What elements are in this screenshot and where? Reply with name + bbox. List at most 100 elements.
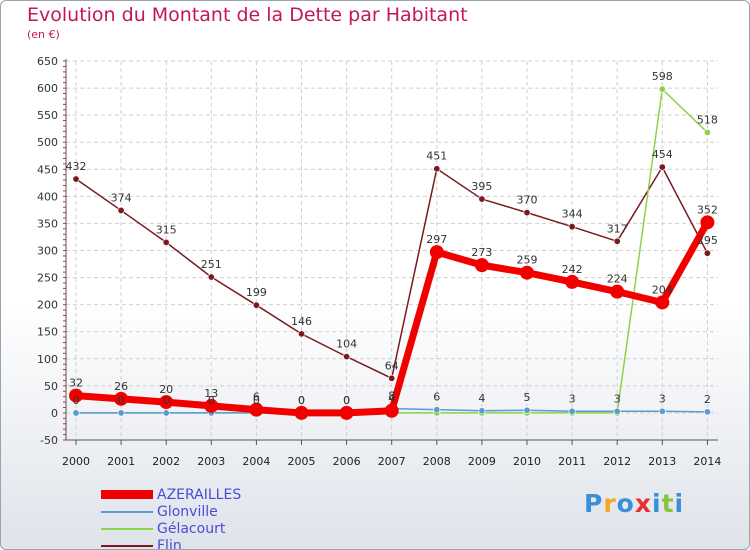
x-tick-label: 2011 — [558, 455, 586, 468]
data-label-flin: 104 — [336, 338, 357, 351]
data-label-azerailles: 20 — [159, 383, 173, 396]
data-label-azerailles: 0 — [343, 394, 350, 407]
y-tick-label: 300 — [37, 245, 58, 258]
logo-letter: P — [584, 489, 604, 518]
data-label-azerailles: 224 — [607, 273, 628, 286]
logo-letter: i — [652, 489, 662, 518]
data-point-flin — [388, 374, 396, 382]
y-tick-label: 250 — [37, 272, 58, 285]
x-tick-label: 2003 — [197, 455, 225, 468]
data-point-glonville — [613, 407, 621, 415]
data-label-azerailles: 204 — [652, 283, 673, 296]
data-point-azerailles — [655, 295, 670, 310]
data-label-azerailles: 13 — [204, 387, 218, 400]
data-label-glonville: 3 — [614, 392, 621, 405]
data-point-flin — [568, 223, 576, 231]
data-label-glonville: 4 — [478, 392, 485, 405]
data-point-flin — [523, 209, 531, 217]
data-point-glonville — [568, 407, 576, 415]
data-label-glonville: 2 — [704, 393, 711, 406]
legend-swatch-azerailles — [101, 490, 153, 499]
data-label-glonville: 0 — [298, 394, 305, 407]
y-tick-label: 150 — [37, 326, 58, 339]
legend-swatch-flin — [101, 544, 153, 547]
data-label-flin: 451 — [426, 150, 447, 163]
x-tick-label: 2000 — [62, 455, 90, 468]
y-tick-label: 0 — [51, 407, 58, 420]
data-point-azerailles — [69, 388, 83, 403]
y-tick-label: 550 — [37, 109, 58, 122]
data-label-glonville: 0 — [73, 394, 80, 407]
data-point-flin — [207, 273, 215, 281]
data-label-glonville: 0 — [118, 394, 125, 407]
data-point-flin — [658, 163, 666, 171]
data-point-azerailles — [384, 403, 399, 418]
y-tick-label: 350 — [37, 217, 58, 230]
data-label-azerailles: 6 — [253, 391, 260, 404]
data-point-flin — [117, 206, 125, 214]
data-label-gelacourt: 598 — [652, 70, 673, 83]
logo-letter: x — [634, 489, 652, 518]
series-layer — [69, 85, 715, 420]
data-label-flin: 374 — [111, 191, 132, 204]
data-point-azerailles — [520, 265, 534, 280]
data-point-flin — [72, 175, 80, 183]
data-label-flin: 199 — [246, 286, 267, 299]
legend-label-azerailles: AZERAILLES — [157, 486, 242, 503]
data-label-flin: 295 — [697, 234, 718, 247]
data-label-azerailles: 0 — [298, 394, 305, 407]
x-tick-label: 2006 — [333, 455, 361, 468]
legend-item-glonville: Glonville — [101, 503, 241, 520]
data-point-glonville — [703, 408, 711, 416]
legend: AZERAILLES Glonville Gélacourt Flin — [101, 486, 242, 550]
data-label-azerailles: 4 — [388, 392, 395, 405]
y-tick-label: 500 — [37, 136, 58, 149]
legend-swatch-glonville — [101, 510, 153, 513]
proxiti-logo: Proxiti — [584, 489, 684, 518]
chart-title: Evolution du Montant de la Dette par Hab… — [27, 4, 468, 26]
data-point-azerailles — [114, 391, 129, 406]
x-tick-label: 2009 — [468, 455, 496, 468]
y-tick-label: 50 — [44, 380, 58, 393]
data-label-azerailles: 26 — [114, 380, 128, 393]
data-label-flin: 315 — [156, 223, 177, 236]
x-tick-label: 2004 — [242, 455, 270, 468]
data-point-glonville — [433, 406, 441, 414]
y-tick-label: 100 — [37, 353, 58, 366]
data-point-flin — [252, 301, 260, 309]
x-tick-label: 2014 — [693, 455, 721, 468]
data-label-glonville: 0 — [163, 394, 170, 407]
data-label-azerailles: 297 — [426, 233, 447, 246]
x-tick-label: 2002 — [152, 455, 180, 468]
data-label-gelacourt: 518 — [697, 113, 718, 126]
data-point-flin — [297, 330, 305, 338]
x-tick-label: 2007 — [378, 455, 406, 468]
data-label-glonville: 0 — [253, 394, 260, 407]
data-label-flin: 317 — [607, 222, 628, 235]
data-point-glonville — [658, 407, 666, 415]
data-point-azerailles — [429, 245, 444, 260]
data-point-azerailles — [474, 258, 489, 273]
legend-label-flin: Flin — [157, 537, 182, 550]
data-point-gelacourt — [703, 128, 711, 136]
data-label-glonville: 6 — [433, 391, 440, 404]
data-label-glonville: 3 — [659, 392, 666, 405]
data-label-azerailles: 259 — [517, 254, 538, 267]
data-point-flin — [433, 165, 441, 173]
data-point-azerailles — [204, 398, 219, 413]
grid — [66, 60, 718, 441]
legend-label-glonville: Glonville — [157, 503, 218, 520]
data-point-flin — [478, 195, 486, 203]
data-label-flin: 432 — [66, 160, 87, 173]
data-point-glonville — [523, 406, 531, 414]
data-label-azerailles: 242 — [562, 263, 583, 276]
data-labels: 4323743152511991461046445139537034431745… — [66, 70, 718, 407]
x-tick-label: 2001 — [107, 455, 135, 468]
data-label-flin: 64 — [385, 359, 399, 372]
chart-subtitle: (en €) — [27, 28, 60, 41]
logo-letter: r — [603, 489, 617, 518]
data-point-flin — [162, 238, 170, 246]
logo-letter: i — [674, 489, 685, 518]
data-label-azerailles: 273 — [471, 246, 492, 259]
